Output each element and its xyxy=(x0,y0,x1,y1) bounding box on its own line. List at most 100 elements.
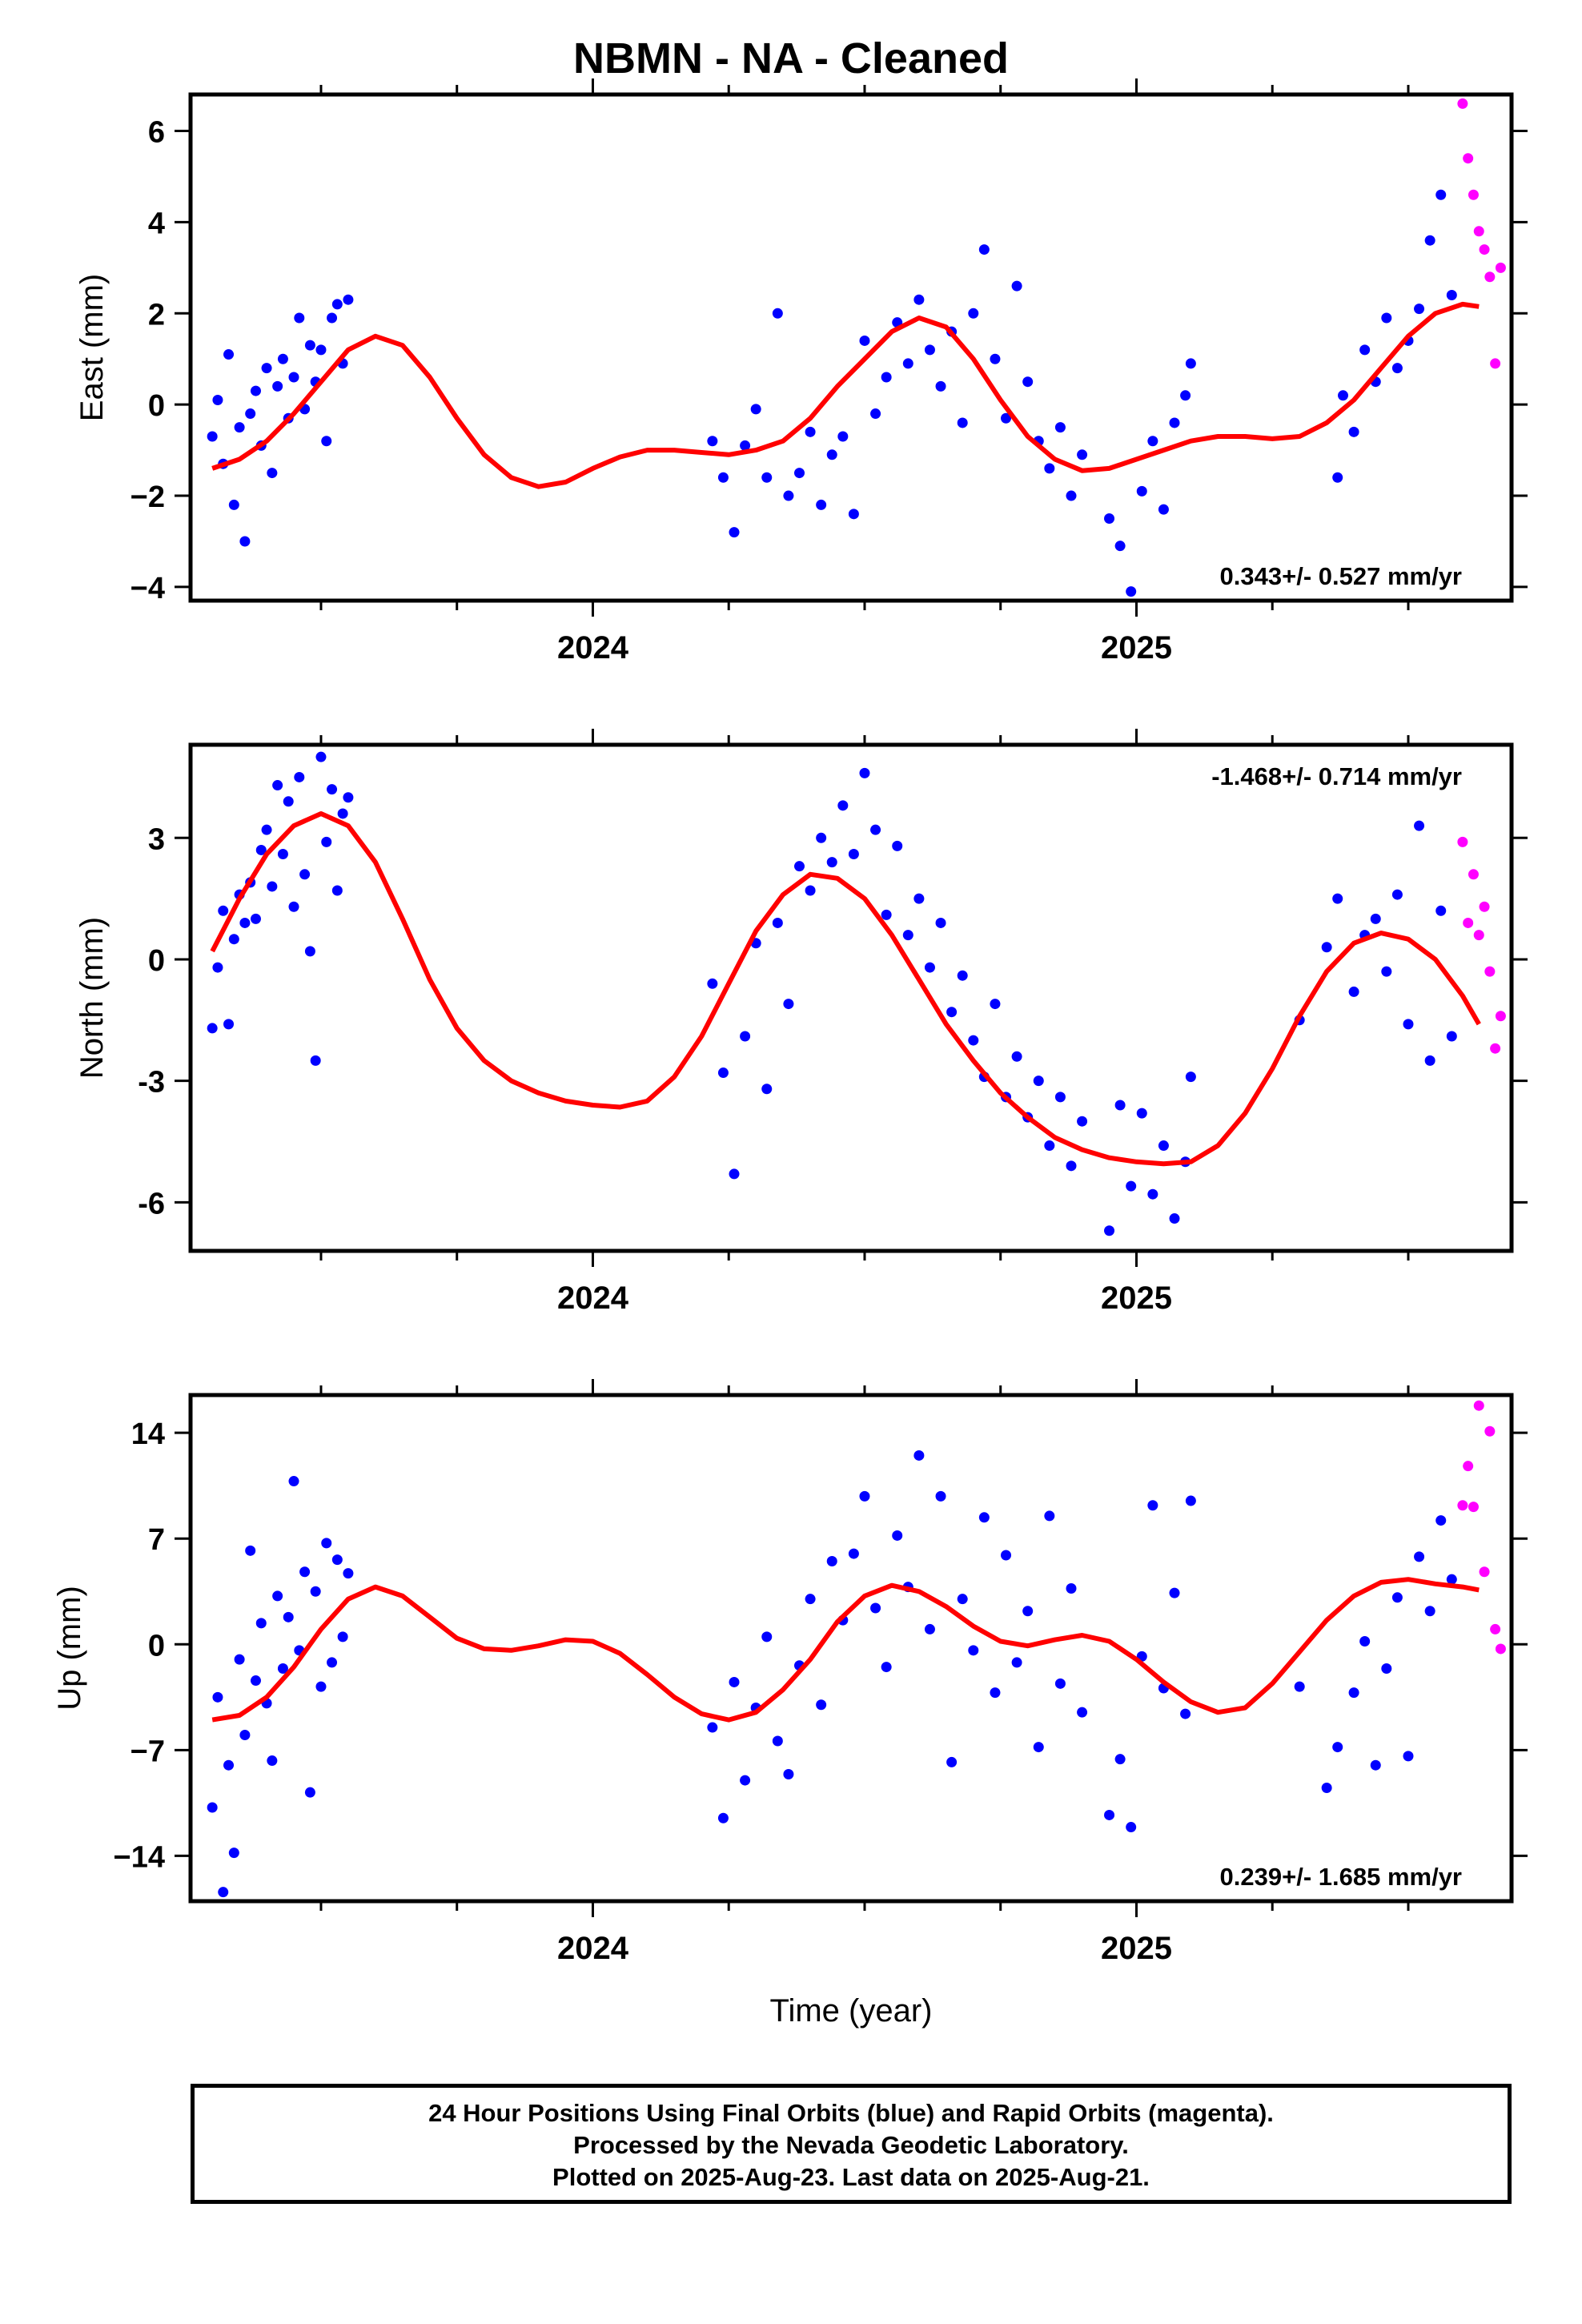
final-orbit-point xyxy=(212,394,223,405)
final-orbit-point xyxy=(288,901,299,912)
final-orbit-point xyxy=(1054,422,1066,433)
rapid-orbit-point xyxy=(1490,1043,1501,1054)
final-orbit-point xyxy=(859,335,870,346)
y-tick-label: 7 xyxy=(148,1523,165,1557)
final-orbit-point xyxy=(218,1887,229,1898)
final-orbit-point xyxy=(772,1735,783,1747)
final-orbit-point xyxy=(1446,290,1457,301)
final-orbit-point xyxy=(1321,942,1332,953)
final-orbit-point xyxy=(1348,986,1359,997)
final-orbit-point xyxy=(1077,1707,1088,1718)
final-orbit-point xyxy=(228,934,239,945)
final-orbit-point xyxy=(848,1548,859,1559)
final-orbit-point xyxy=(837,800,849,811)
final-orbit-point xyxy=(1158,1140,1169,1152)
final-orbit-point xyxy=(343,294,354,305)
final-orbit-point xyxy=(1391,1592,1403,1603)
final-orbit-point xyxy=(957,970,968,981)
final-orbit-point xyxy=(816,832,827,843)
final-orbit-point xyxy=(1391,889,1403,900)
rapid-orbit-point xyxy=(1473,930,1484,941)
final-orbit-point xyxy=(1414,304,1425,315)
final-orbit-point xyxy=(1359,344,1371,356)
final-orbit-point xyxy=(239,536,251,547)
final-orbit-point xyxy=(729,1676,740,1687)
footer-line-1: 24 Hour Positions Using Final Orbits (bl… xyxy=(428,2099,1274,2127)
final-orbit-point xyxy=(1136,485,1147,497)
final-orbit-point xyxy=(1294,1681,1305,1692)
chart-title: NBMN - NA - Cleaned xyxy=(572,34,1009,82)
final-orbit-point xyxy=(750,404,761,415)
final-orbit-point xyxy=(1414,1551,1425,1562)
final-orbit-point xyxy=(310,1586,321,1597)
y-tick-label: -6 xyxy=(138,1187,165,1220)
final-orbit-point xyxy=(848,849,859,860)
final-orbit-point xyxy=(859,1490,870,1502)
rate-label: 0.239+/- 1.685 mm/yr xyxy=(1220,1863,1462,1891)
final-orbit-point xyxy=(1044,463,1055,474)
final-orbit-point xyxy=(304,1787,315,1798)
final-orbit-point xyxy=(826,1556,837,1567)
final-orbit-point xyxy=(881,1662,892,1673)
final-orbit-point xyxy=(1435,905,1447,916)
final-orbit-point xyxy=(1403,1019,1414,1030)
final-orbit-point xyxy=(1054,1678,1066,1689)
final-orbit-point xyxy=(1158,504,1169,515)
final-orbit-point xyxy=(946,1756,958,1767)
rapid-orbit-point xyxy=(1479,1566,1490,1578)
final-orbit-point xyxy=(331,299,343,310)
final-orbit-point xyxy=(299,869,311,880)
final-orbit-point xyxy=(1424,1055,1435,1066)
y-tick-label: −14 xyxy=(114,1840,165,1874)
rapid-orbit-point xyxy=(1463,1461,1474,1472)
rapid-orbit-point xyxy=(1463,153,1474,164)
final-orbit-point xyxy=(1185,1072,1196,1083)
final-orbit-point xyxy=(1414,820,1425,831)
final-orbit-point xyxy=(267,1755,278,1767)
y-tick-label: -3 xyxy=(138,1066,165,1100)
final-orbit-point xyxy=(250,385,261,396)
final-orbit-point xyxy=(761,1084,773,1095)
final-orbit-point xyxy=(1147,1500,1158,1511)
final-orbit-point xyxy=(331,1554,343,1566)
final-orbit-point xyxy=(327,784,338,795)
final-orbit-point xyxy=(707,436,718,447)
final-orbit-point xyxy=(902,358,913,369)
final-orbit-point xyxy=(223,1019,235,1030)
rapid-orbit-point xyxy=(1479,901,1490,912)
final-orbit-point xyxy=(1022,376,1034,388)
final-orbit-point xyxy=(255,1618,267,1629)
rapid-orbit-point xyxy=(1473,226,1484,237)
final-orbit-point xyxy=(1391,363,1403,374)
final-orbit-point xyxy=(1066,1160,1077,1172)
final-orbit-point xyxy=(990,999,1001,1010)
final-orbit-point xyxy=(1381,966,1392,977)
final-orbit-point xyxy=(1066,490,1077,501)
final-orbit-point xyxy=(315,344,327,356)
final-orbit-point xyxy=(1424,235,1435,246)
final-orbit-point xyxy=(315,1681,327,1692)
y-tick-label: −4 xyxy=(130,572,165,605)
final-orbit-point xyxy=(1435,189,1447,200)
final-orbit-point xyxy=(729,527,740,538)
y-tick-label: 4 xyxy=(148,207,165,240)
final-orbit-point xyxy=(783,1769,794,1780)
rapid-orbit-point xyxy=(1479,244,1490,255)
final-orbit-point xyxy=(207,431,218,442)
fit-curve xyxy=(211,301,1480,489)
final-orbit-point xyxy=(267,468,278,479)
final-orbit-point xyxy=(304,340,315,351)
final-orbit-point xyxy=(913,294,925,305)
final-orbit-point xyxy=(277,353,288,364)
final-orbit-point xyxy=(212,1691,223,1703)
final-orbit-point xyxy=(729,1168,740,1180)
final-orbit-point xyxy=(870,408,881,420)
final-orbit-point xyxy=(1033,1742,1044,1753)
final-orbit-point xyxy=(859,767,870,778)
final-orbit-point xyxy=(272,780,283,791)
final-orbit-point xyxy=(805,426,816,437)
x-tick-label: 2024 xyxy=(557,1931,629,1966)
final-orbit-point xyxy=(1114,1754,1126,1765)
final-orbit-point xyxy=(1338,390,1349,401)
final-orbit-point xyxy=(250,1675,261,1687)
